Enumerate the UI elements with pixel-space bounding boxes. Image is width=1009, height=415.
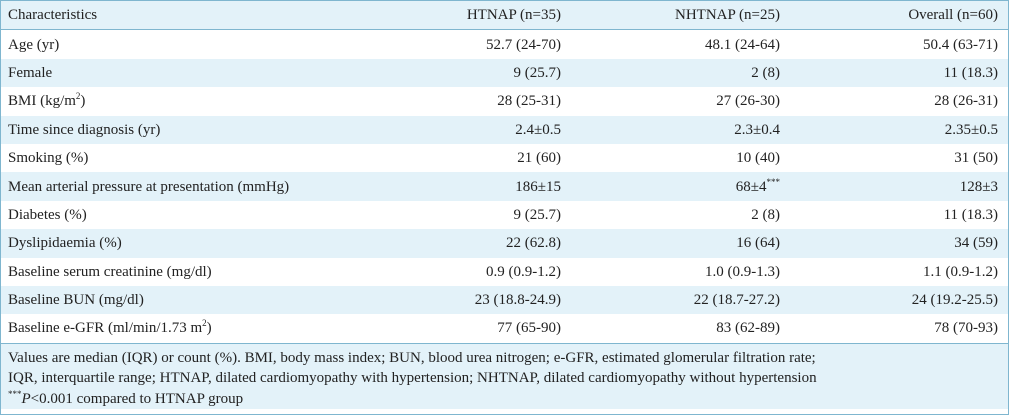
row-label: Time since diagnosis (yr) <box>8 121 161 138</box>
row-label-text: ) <box>206 320 212 337</box>
cell-overall: 128±3 <box>959 178 998 195</box>
superscript: 2 <box>75 91 81 102</box>
significance-marker: *** <box>8 388 22 399</box>
row-label: Baseline BUN (mg/dl) <box>8 292 144 309</box>
cell-nhtnap: 22 (18.7-27.2) <box>693 292 780 309</box>
cell-nhtnap: 10 (40) <box>736 150 780 167</box>
cell-htnap: 52.7 (24-70) <box>486 36 561 53</box>
table-row: Smoking (%) 21 (60) 10 (40) 31 (50) <box>1 143 1008 173</box>
row-label-text: BMI (kg/m <box>8 93 76 110</box>
row-label: Female <box>8 64 53 81</box>
cell-nhtnap: 1.0 (0.9-1.3) <box>705 263 780 280</box>
table-row: Female 9 (25.7) 2 (8) 11 (18.3) <box>1 58 1008 88</box>
cell-overall: 1.1 (0.9-1.2) <box>923 263 998 280</box>
cell-htnap: 186±15 <box>515 178 561 195</box>
header-characteristics: Characteristics <box>8 7 98 24</box>
row-label: Baseline serum creatinine (mg/dl) <box>8 263 212 280</box>
cell-nhtnap: 48.1 (24-64) <box>705 36 780 53</box>
cell-nhtnap: 2 (8) <box>751 206 780 223</box>
cell-overall: 24 (19.2-25.5) <box>911 292 998 309</box>
characteristics-table: Characteristics HTNAP (n=35) NHTNAP (n=2… <box>1 1 1008 343</box>
cell-htnap: 9 (25.7) <box>513 206 562 223</box>
footnote-line: IQR, interquartile range; HTNAP, dilated… <box>8 370 817 387</box>
cell-overall: 2.35±0.5 <box>944 121 998 138</box>
cell-htnap: 21 (60) <box>517 150 561 167</box>
cell-nhtnap: 2.3±0.4 <box>734 121 780 138</box>
cell-htnap: 22 (62.8) <box>506 235 561 252</box>
cell-htnap: 28 (25-31) <box>497 93 561 110</box>
cell-overall: 34 (59) <box>954 235 998 252</box>
significance-text: <0.001 compared to HTNAP group <box>30 390 244 407</box>
table-row: Diabetes (%) 9 (25.7) 2 (8) 11 (18.3) <box>1 200 1008 230</box>
row-label: Age (yr) <box>8 36 60 53</box>
cell-overall: 50.4 (63-71) <box>923 36 998 53</box>
row-label: BMI (kg/m2) <box>1 87 341 115</box>
table-row: Mean arterial pressure at presentation (… <box>1 172 1008 201</box>
header-htnap: HTNAP (n=35) <box>466 7 561 24</box>
table-row: Baseline e-GFR (ml/min/1.73 m2) 77 (65-9… <box>1 314 1008 343</box>
table-row: BMI (kg/m2) 28 (25-31) 27 (26-30) 28 (26… <box>1 87 1008 116</box>
table-footnote: Values are median (IQR) or count (%). BM… <box>1 342 1008 410</box>
superscript: 2 <box>202 318 207 329</box>
row-label-text: ) <box>80 93 86 110</box>
row-label: Smoking (%) <box>8 150 89 167</box>
footnote-line: Values are median (IQR) or count (%). BM… <box>8 349 816 366</box>
row-label-text: Baseline e-GFR (ml/min/1.73 m <box>8 320 203 337</box>
p-value-symbol: P <box>21 390 31 407</box>
cell-htnap: 23 (18.8-24.9) <box>474 292 561 309</box>
table-row: Baseline serum creatinine (mg/dl) 0.9 (0… <box>1 257 1008 286</box>
table-row: Dyslipidaemia (%) 22 (62.8) 16 (64) 34 (… <box>1 229 1008 258</box>
cell-nhtnap: 68±4*** <box>561 172 780 200</box>
table-row: Time since diagnosis (yr) 2.4±0.5 2.3±0.… <box>1 115 1008 144</box>
cell-overall: 31 (50) <box>954 150 998 167</box>
footnote-significance: ***P<0.001 compared to HTNAP group <box>8 389 1001 410</box>
cell-nhtnap: 27 (26-30) <box>716 93 780 110</box>
table-header-row: Characteristics HTNAP (n=35) NHTNAP (n=2… <box>1 1 1008 30</box>
header-nhtnap: NHTNAP (n=25) <box>675 7 780 24</box>
cell-overall: 28 (26-31) <box>934 93 998 110</box>
row-label: Dyslipidaemia (%) <box>8 235 122 252</box>
row-label: Baseline e-GFR (ml/min/1.73 m2) <box>1 314 341 342</box>
cell-overall: 78 (70-93) <box>934 320 998 337</box>
table-row: Age (yr) 52.7 (24-70) 48.1 (24-64) 50.4 … <box>1 29 1008 59</box>
row-label: Diabetes (%) <box>8 206 87 223</box>
cell-htnap: 9 (25.7) <box>513 64 562 81</box>
cell-value: 68±4 <box>735 178 767 195</box>
significance-marker: *** <box>766 176 781 187</box>
cell-htnap: 2.4±0.5 <box>515 121 561 138</box>
cell-htnap: 77 (65-90) <box>497 320 561 337</box>
table-row: Baseline BUN (mg/dl) 23 (18.8-24.9) 22 (… <box>1 285 1008 315</box>
cell-overall: 11 (18.3) <box>943 206 998 223</box>
cell-nhtnap: 2 (8) <box>751 64 780 81</box>
cell-overall: 11 (18.3) <box>943 64 998 81</box>
cell-htnap: 0.9 (0.9-1.2) <box>486 263 561 280</box>
cell-nhtnap: 16 (64) <box>736 235 780 252</box>
cell-nhtnap: 83 (62-89) <box>716 320 780 337</box>
row-label: Mean arterial pressure at presentation (… <box>8 178 290 195</box>
header-overall: Overall (n=60) <box>908 7 998 24</box>
